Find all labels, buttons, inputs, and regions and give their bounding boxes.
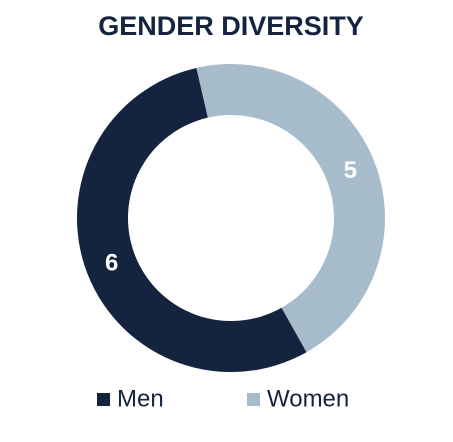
- donut-slice: [196, 64, 385, 353]
- data-label: 6: [105, 250, 118, 277]
- chart-title: GENDER DIVERSITY: [98, 11, 364, 41]
- donut-slice: [77, 67, 307, 372]
- legend-marker: [247, 393, 260, 406]
- legend-label: Women: [267, 385, 349, 412]
- data-label: 5: [344, 157, 357, 184]
- legend-label: Men: [117, 385, 164, 412]
- legend-marker: [97, 393, 110, 406]
